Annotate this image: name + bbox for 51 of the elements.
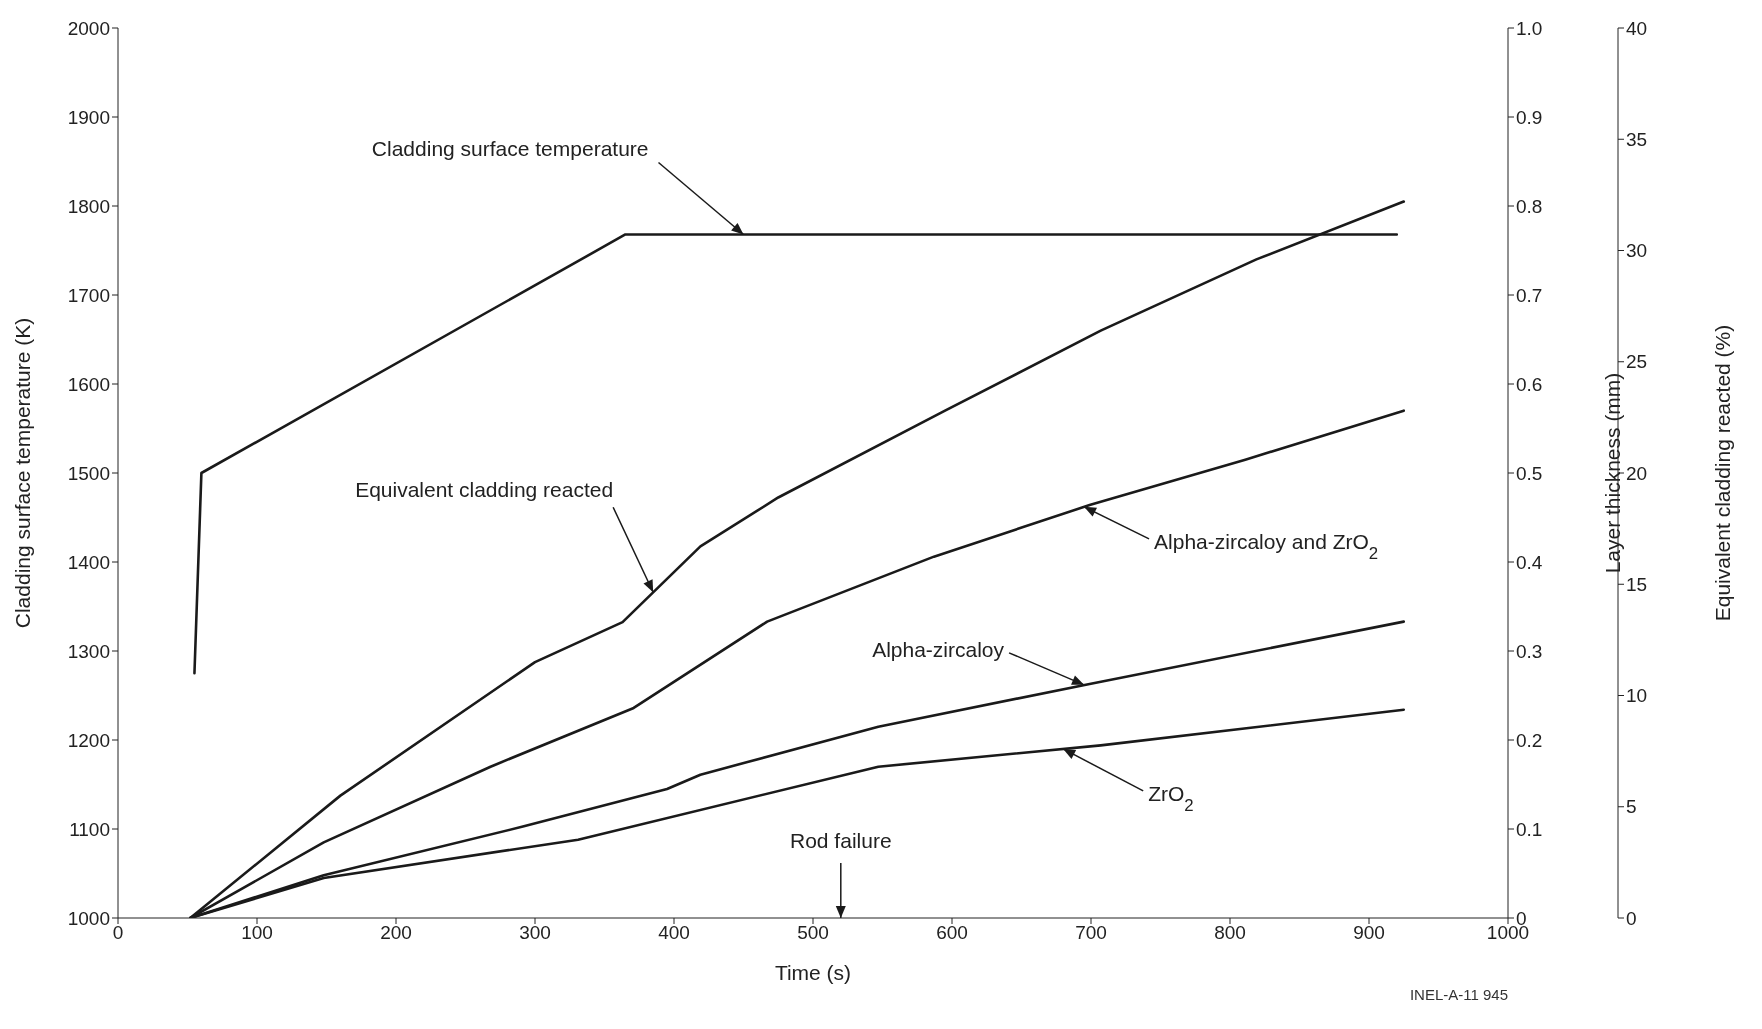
x-tick-label: 600 — [936, 922, 968, 944]
x-tick-label: 100 — [241, 922, 273, 944]
y3-tick-label: 25 — [1626, 351, 1648, 373]
x-axis-title: Time (s) — [774, 961, 852, 984]
y2-tick-label: 0.5 — [1516, 462, 1543, 484]
y-tick-label: 1100 — [69, 818, 110, 840]
y-tick-label: 2000 — [67, 17, 110, 39]
x-tick-label: 0 — [112, 922, 124, 944]
x-tick-label: 300 — [519, 922, 551, 944]
y2-tick-label: 0.7 — [1516, 284, 1543, 306]
x-tick-label: 200 — [380, 922, 412, 944]
y2-tick-label: 1.0 — [1516, 17, 1543, 39]
y-tick-label: 1600 — [67, 373, 110, 395]
y3-tick-label: 35 — [1626, 128, 1648, 150]
y-tick-label: 1300 — [67, 640, 110, 662]
annotation: Equivalent cladding reacted — [355, 478, 614, 502]
y-tick-label: 1900 — [67, 106, 110, 128]
y2-tick-label: 0.2 — [1516, 729, 1543, 751]
annotation: Rod failure — [790, 829, 892, 852]
x-tick-label: 500 — [797, 922, 829, 944]
y2-tick-label: 0.3 — [1516, 640, 1543, 662]
text: INEL-A-11 945 — [1409, 986, 1508, 1003]
x-tick-label: 900 — [1353, 922, 1385, 944]
y2-tick-label: 0.8 — [1516, 195, 1543, 217]
y2-axis-title: Layer thickness (mm) — [1601, 372, 1625, 574]
x-tick-label: 700 — [1075, 922, 1107, 944]
y-axis-title: Cladding surface temperature (K) — [11, 317, 35, 629]
x-tick-label: 800 — [1214, 922, 1246, 944]
annotation: ZrO$_{2}$ — [1148, 781, 1194, 815]
y3-tick-label: 40 — [1626, 17, 1648, 39]
y2-tick-label: 0.9 — [1516, 106, 1543, 128]
y-tick-label: 1800 — [67, 195, 110, 217]
y3-tick-label: 30 — [1626, 240, 1648, 262]
y-tick-label: 1400 — [67, 551, 110, 573]
y3-tick-label: 15 — [1626, 573, 1648, 595]
y3-tick-label: 0 — [1626, 907, 1637, 929]
annotation: Alpha-zircaloy — [872, 637, 1005, 661]
y2-tick-label: 0.4 — [1516, 551, 1543, 573]
x-tick-label: 400 — [658, 922, 690, 944]
y3-tick-label: 10 — [1626, 685, 1648, 707]
annotation: Cladding surface temperature — [371, 137, 649, 161]
y3-tick-label: 20 — [1626, 462, 1648, 484]
y-tick-label: 1700 — [67, 284, 110, 306]
annotation: Alpha-zircaloy and ZrO$_{2}$ — [1154, 529, 1379, 563]
y-tick-label: 1200 — [67, 729, 110, 751]
y-tick-label: 1000 — [67, 907, 110, 929]
y3-tick-label: 5 — [1626, 796, 1637, 818]
y2-tick-label: 0.1 — [1516, 818, 1543, 840]
y-tick-label: 1500 — [67, 462, 110, 484]
y3-axis-title: Equivalent cladding reacted (%) — [1711, 324, 1735, 622]
y2-tick-label: 0.6 — [1516, 373, 1543, 395]
